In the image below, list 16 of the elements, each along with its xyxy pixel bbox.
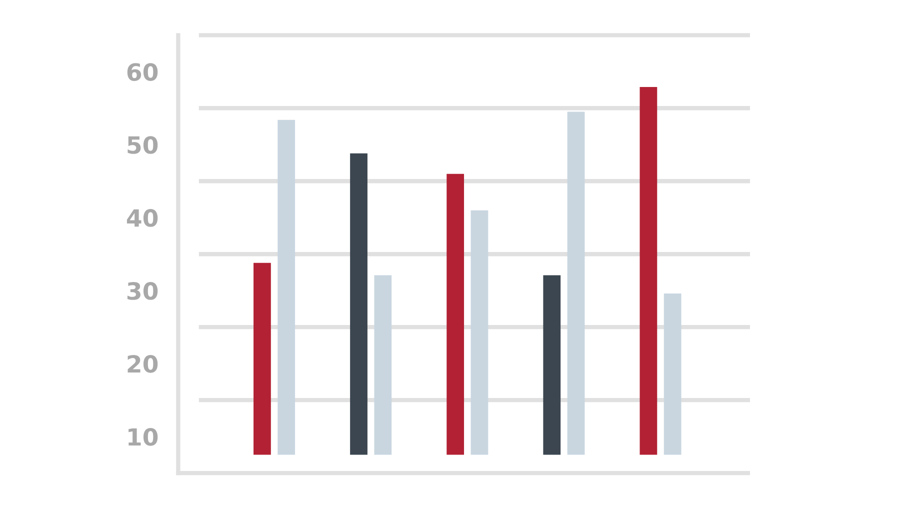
bar (446, 174, 464, 455)
y-tick-label: 20 (128, 355, 158, 373)
bar (470, 210, 488, 455)
y-tick-label: 60 (127, 63, 158, 81)
bar (567, 112, 585, 455)
y-tick-label: 50 (128, 136, 158, 154)
bar (374, 275, 392, 455)
y-tick-label: 40 (126, 209, 158, 227)
bar (640, 86, 658, 455)
bar (350, 153, 368, 455)
bar (664, 294, 682, 455)
bar (278, 120, 296, 455)
y-tick-label: 10 (128, 428, 158, 446)
y-tick-label: 30 (127, 282, 158, 300)
bar (543, 275, 561, 455)
bar (254, 262, 271, 455)
